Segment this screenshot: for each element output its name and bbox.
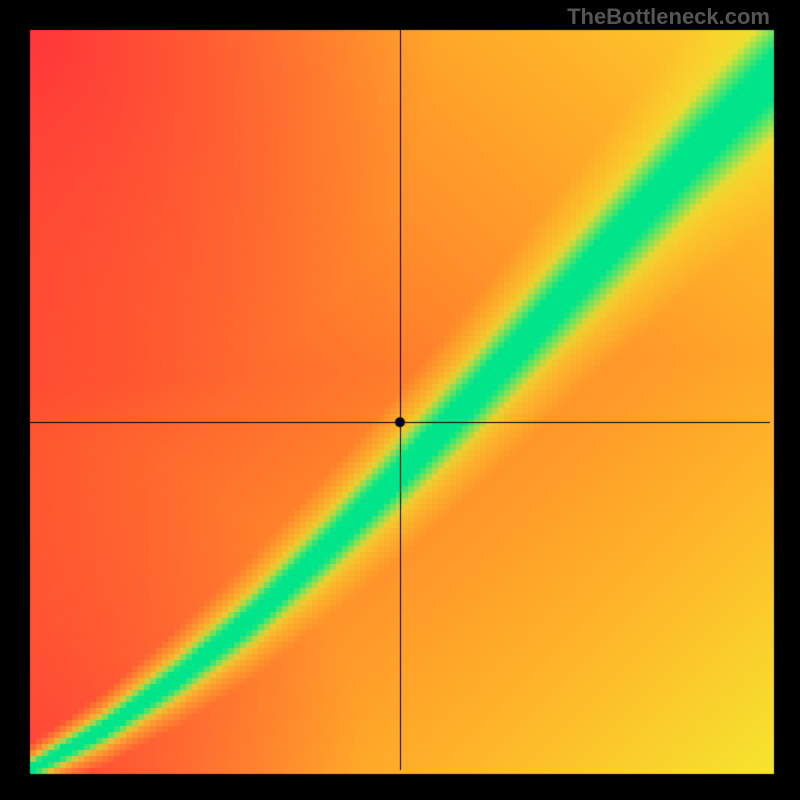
heatmap-canvas <box>0 0 800 800</box>
watermark-label: TheBottleneck.com <box>567 4 770 30</box>
chart-stage: TheBottleneck.com <box>0 0 800 800</box>
